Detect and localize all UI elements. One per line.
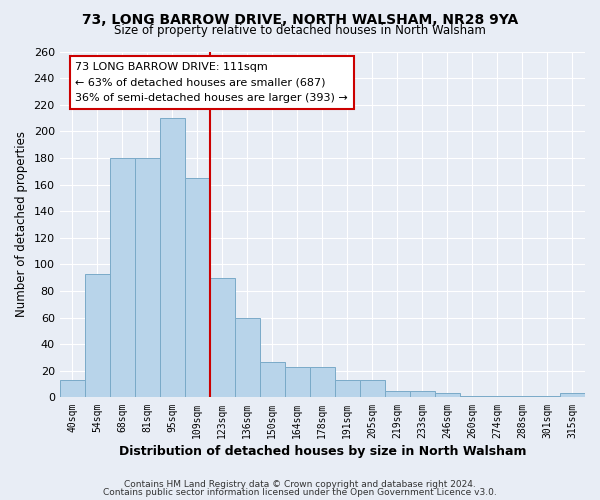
Bar xyxy=(135,158,160,398)
Text: Contains HM Land Registry data © Crown copyright and database right 2024.: Contains HM Land Registry data © Crown c… xyxy=(124,480,476,489)
Bar xyxy=(560,394,585,398)
Text: Contains public sector information licensed under the Open Government Licence v3: Contains public sector information licen… xyxy=(103,488,497,497)
Y-axis label: Number of detached properties: Number of detached properties xyxy=(15,132,28,318)
Bar xyxy=(235,318,260,398)
Bar xyxy=(110,158,135,398)
Text: Size of property relative to detached houses in North Walsham: Size of property relative to detached ho… xyxy=(114,24,486,37)
Bar xyxy=(260,362,285,398)
Bar xyxy=(160,118,185,398)
Bar xyxy=(335,380,360,398)
Bar xyxy=(435,394,460,398)
Bar xyxy=(285,367,310,398)
Bar xyxy=(310,367,335,398)
Bar xyxy=(59,380,85,398)
Text: 73, LONG BARROW DRIVE, NORTH WALSHAM, NR28 9YA: 73, LONG BARROW DRIVE, NORTH WALSHAM, NR… xyxy=(82,12,518,26)
Bar xyxy=(185,178,210,398)
Bar xyxy=(485,396,510,398)
Text: 73 LONG BARROW DRIVE: 111sqm
← 63% of detached houses are smaller (687)
36% of s: 73 LONG BARROW DRIVE: 111sqm ← 63% of de… xyxy=(76,62,348,103)
Bar xyxy=(535,396,560,398)
Bar xyxy=(210,278,235,398)
Bar xyxy=(410,391,435,398)
X-axis label: Distribution of detached houses by size in North Walsham: Distribution of detached houses by size … xyxy=(119,444,526,458)
Bar xyxy=(510,396,535,398)
Bar xyxy=(460,396,485,398)
Bar xyxy=(385,391,410,398)
Bar xyxy=(360,380,385,398)
Bar xyxy=(85,274,110,398)
